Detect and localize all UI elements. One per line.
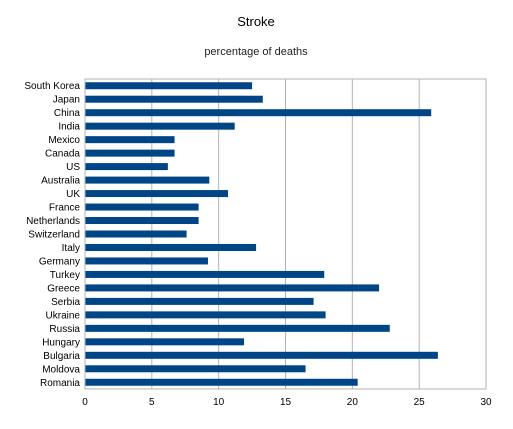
category-label: US xyxy=(66,162,80,173)
bar xyxy=(85,176,210,184)
chart-title: Stroke xyxy=(237,14,275,29)
category-label: Germany xyxy=(39,256,80,267)
category-label: Japan xyxy=(53,95,80,106)
category-label: Romania xyxy=(40,378,80,389)
plot-frame xyxy=(84,78,487,390)
chart-subtitle: percentage of deaths xyxy=(204,46,308,58)
x-tick-label: 25 xyxy=(414,397,426,408)
x-tick-label: 10 xyxy=(213,397,225,408)
x-tick-label: 15 xyxy=(280,397,292,408)
category-label: Switzerland xyxy=(28,230,80,241)
bars xyxy=(85,82,438,386)
category-label: Mexico xyxy=(48,135,80,146)
bar xyxy=(85,297,314,305)
bar xyxy=(85,217,199,225)
category-label: South Korea xyxy=(24,81,80,92)
bar xyxy=(85,284,380,292)
bar xyxy=(85,122,235,130)
x-tick-label: 20 xyxy=(347,397,359,408)
category-label: China xyxy=(54,108,81,119)
bar xyxy=(85,190,229,198)
bar xyxy=(85,230,187,238)
bar xyxy=(85,351,438,359)
category-label: Bulgaria xyxy=(43,351,80,362)
bar xyxy=(85,203,199,211)
bar xyxy=(85,270,325,278)
category-label: Russia xyxy=(49,324,80,335)
bar xyxy=(85,82,253,90)
category-label: Moldova xyxy=(42,364,80,375)
x-tick-label: 5 xyxy=(149,397,155,408)
category-label: Australia xyxy=(41,176,80,187)
bar xyxy=(85,109,432,117)
bar xyxy=(85,257,208,265)
bar xyxy=(85,95,263,103)
category-label: Turkey xyxy=(50,270,80,281)
category-label: Italy xyxy=(62,243,80,254)
bar xyxy=(85,324,390,332)
category-label: Serbia xyxy=(51,297,80,308)
category-label: Greece xyxy=(47,283,80,294)
bar xyxy=(85,365,306,373)
bar xyxy=(85,136,175,144)
category-label: Hungary xyxy=(42,337,80,348)
category-label: Canada xyxy=(45,149,80,160)
x-tick-label: 30 xyxy=(480,397,492,408)
x-tick-label: 0 xyxy=(82,397,88,408)
category-label: France xyxy=(49,203,81,214)
category-label: UK xyxy=(66,189,80,200)
bar xyxy=(85,311,326,319)
category-label: Netherlands xyxy=(26,216,80,227)
bar xyxy=(85,338,245,346)
bar xyxy=(85,163,168,171)
bar xyxy=(85,378,358,386)
x-tick-labels: 0 5 10 15 20 25 30 xyxy=(82,397,492,408)
bar xyxy=(85,149,175,157)
category-label: India xyxy=(58,122,80,133)
category-labels: South Korea Japan China India Mexico Canada US… xyxy=(24,81,80,389)
category-label: Ukraine xyxy=(46,310,81,321)
bar xyxy=(85,243,257,251)
